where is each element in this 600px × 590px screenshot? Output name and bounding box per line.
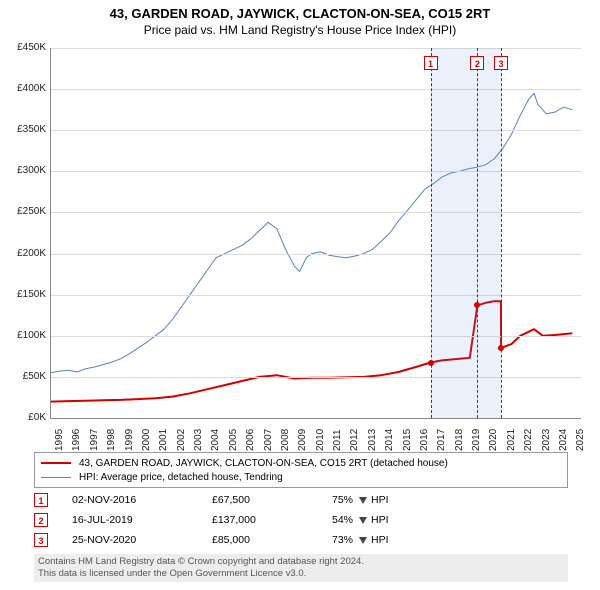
x-tick-label: 2011 — [332, 429, 343, 451]
y-tick-label: £0K — [2, 412, 46, 423]
marker-price: £137,000 — [212, 514, 332, 526]
legend-swatch — [41, 477, 71, 478]
x-tick-label: 2012 — [349, 429, 360, 451]
x-tick-label: 2002 — [176, 429, 187, 451]
legend-swatch — [41, 462, 71, 464]
x-tick-label: 2005 — [228, 429, 239, 451]
x-tick-label: 2003 — [193, 429, 204, 451]
marker-badge: 2 — [470, 56, 484, 70]
x-tick-label: 1997 — [89, 429, 100, 451]
marker-chip: 3 — [34, 533, 48, 547]
legend-row: 43, GARDEN ROAD, JAYWICK, CLACTON-ON-SEA… — [41, 456, 561, 470]
x-tick-label: 2018 — [454, 429, 465, 451]
marker-chip: 1 — [34, 493, 48, 507]
marker-dot — [498, 345, 504, 351]
chart-subtitle: Price paid vs. HM Land Registry's House … — [0, 23, 600, 37]
x-tick-label: 2007 — [263, 429, 274, 451]
x-tick-label: 2019 — [471, 429, 482, 451]
marker-band — [431, 48, 502, 418]
x-tick-label: 2001 — [158, 429, 169, 451]
marker-line — [501, 48, 502, 418]
legend-row: HPI: Average price, detached house, Tend… — [41, 470, 561, 484]
y-tick-label: £200K — [2, 248, 46, 259]
marker-date: 25-NOV-2020 — [72, 534, 212, 546]
y-tick-label: £400K — [2, 83, 46, 94]
x-tick-label: 2009 — [297, 429, 308, 451]
marker-date: 16-JUL-2019 — [72, 514, 212, 526]
x-tick-label: 2000 — [141, 429, 152, 451]
marker-chip: 2 — [34, 513, 48, 527]
footer-line-2: This data is licensed under the Open Gov… — [38, 568, 564, 580]
marker-date: 02-NOV-2016 — [72, 494, 212, 506]
arrow-down-icon — [359, 497, 367, 504]
marker-diff: 54%HPI — [332, 514, 389, 526]
y-tick-label: £300K — [2, 165, 46, 176]
marker-table-row: 3 25-NOV-2020£85,00073%HPI — [34, 530, 389, 550]
legend-box: 43, GARDEN ROAD, JAYWICK, CLACTON-ON-SEA… — [34, 452, 568, 488]
marker-line — [477, 48, 478, 418]
marker-badge: 3 — [494, 56, 508, 70]
x-tick-label: 1999 — [124, 429, 135, 451]
x-tick-label: 1995 — [54, 429, 65, 451]
marker-table-row: 1 02-NOV-2016£67,50075%HPI — [34, 490, 389, 510]
footer-attribution: Contains HM Land Registry data © Crown c… — [34, 554, 568, 582]
x-tick-label: 2006 — [245, 429, 256, 451]
x-tick-label: 2015 — [402, 429, 413, 451]
x-tick-label: 2023 — [541, 429, 552, 451]
marker-dot — [474, 302, 480, 308]
x-tick-label: 2021 — [506, 429, 517, 451]
marker-diff: 73%HPI — [332, 534, 389, 546]
legend-label: HPI: Average price, detached house, Tend… — [79, 472, 283, 483]
x-tick-label: 2013 — [367, 429, 378, 451]
x-tick-label: 2022 — [523, 429, 534, 451]
chart-title: 43, GARDEN ROAD, JAYWICK, CLACTON-ON-SEA… — [0, 6, 600, 21]
x-tick-label: 2020 — [488, 429, 499, 451]
y-tick-label: £150K — [2, 289, 46, 300]
x-tick-label: 2004 — [210, 429, 221, 451]
x-tick-label: 2024 — [558, 429, 569, 451]
marker-badge: 1 — [424, 56, 438, 70]
x-tick-label: 2017 — [436, 429, 447, 451]
x-tick-label: 2014 — [384, 429, 395, 451]
markers-table: 1 02-NOV-2016£67,50075%HPI 2 16-JUL-2019£13… — [34, 490, 389, 550]
arrow-down-icon — [359, 537, 367, 544]
x-tick-label: 1996 — [71, 429, 82, 451]
marker-table-row: 2 16-JUL-2019£137,00054%HPI — [34, 510, 389, 530]
y-tick-label: £250K — [2, 206, 46, 217]
legend-label: 43, GARDEN ROAD, JAYWICK, CLACTON-ON-SEA… — [79, 458, 448, 469]
x-tick-label: 2016 — [419, 429, 430, 451]
marker-diff: 75%HPI — [332, 494, 389, 506]
marker-dot — [428, 360, 434, 366]
y-tick-label: £350K — [2, 124, 46, 135]
chart-area: 1 23 — [50, 48, 581, 419]
x-tick-label: 2008 — [280, 429, 291, 451]
arrow-down-icon — [359, 517, 367, 524]
y-tick-label: £450K — [2, 42, 46, 53]
x-tick-label: 2025 — [575, 429, 586, 451]
footer-line-1: Contains HM Land Registry data © Crown c… — [38, 556, 564, 568]
x-tick-label: 1998 — [106, 429, 117, 451]
chart-page: { "title": "43, GARDEN ROAD, JAYWICK, CL… — [0, 0, 600, 590]
y-tick-label: £100K — [2, 330, 46, 341]
y-tick-label: £50K — [2, 371, 46, 382]
marker-price: £85,000 — [212, 534, 332, 546]
x-tick-label: 2010 — [315, 429, 326, 451]
marker-price: £67,500 — [212, 494, 332, 506]
